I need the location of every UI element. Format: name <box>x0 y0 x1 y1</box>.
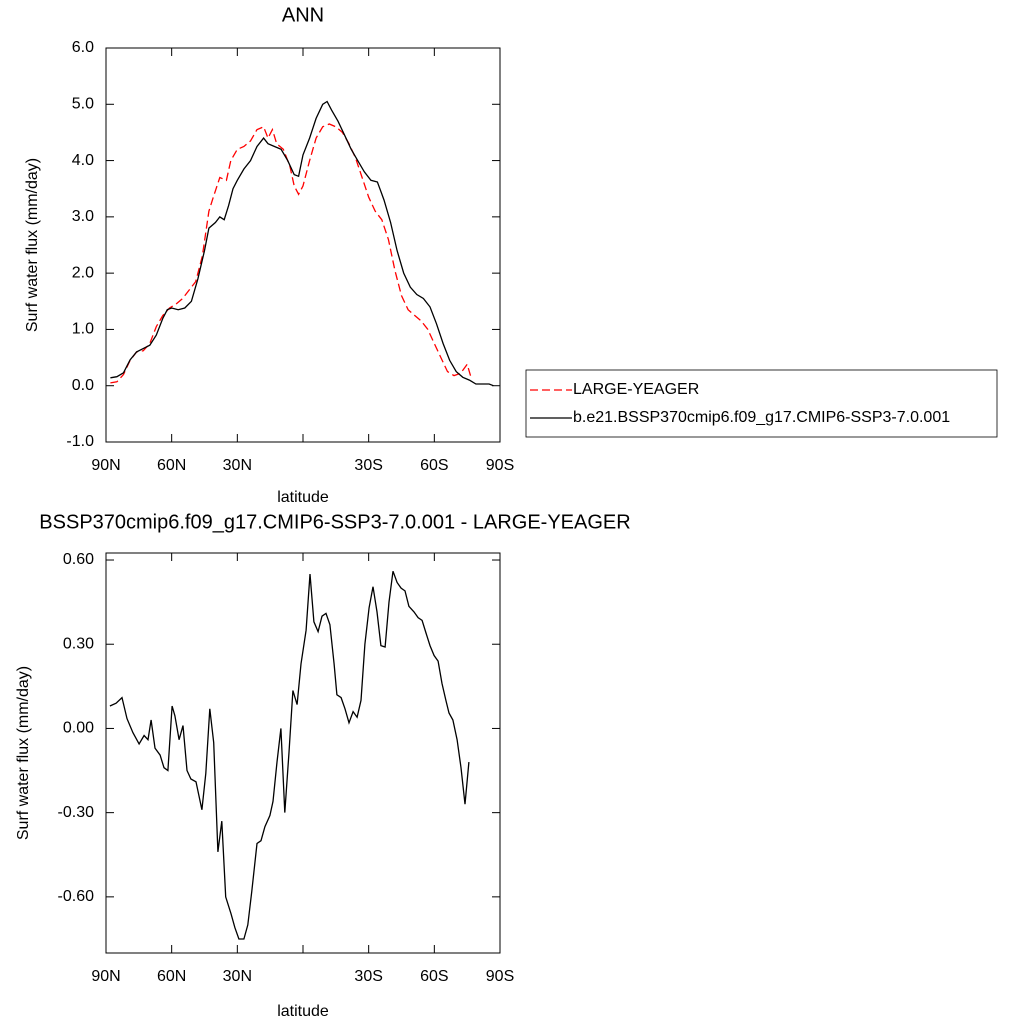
y-tick-label: 0.30 <box>63 635 94 652</box>
y-tick-label: 3.0 <box>72 208 94 225</box>
data-line <box>110 123 473 384</box>
y-tick-label: 6.0 <box>72 39 94 56</box>
y-tick-label: -0.30 <box>58 804 95 821</box>
legend-label: b.e21.BSSP370cmip6.f09_g17.CMIP6-SSP3-7.… <box>573 409 950 426</box>
y-tick-label: 2.0 <box>72 264 94 281</box>
chart-title: ANN <box>282 4 324 26</box>
y-tick-label: -1.0 <box>66 433 94 450</box>
y-tick-label: 5.0 <box>72 96 94 113</box>
chart-title: BSSP370cmip6.f09_g17.CMIP6-SSP3-7.0.001 … <box>39 511 630 533</box>
x-tick-label: 60N <box>157 457 186 474</box>
x-tick-label: 90S <box>486 968 514 985</box>
y-tick-label: -0.60 <box>58 888 95 905</box>
y-axis-label: Surf water flux (mm/day) <box>15 666 32 840</box>
legend-box <box>525 369 998 438</box>
x-tick-label: 30N <box>223 457 252 474</box>
data-line <box>110 100 494 387</box>
plot-frame <box>105 552 501 954</box>
plot-frame <box>105 47 501 443</box>
x-tick-label: 30N <box>223 968 252 985</box>
y-tick-label: 4.0 <box>72 152 94 169</box>
x-tick-label: 60N <box>157 968 186 985</box>
y-tick-label: 0.0 <box>72 377 94 394</box>
data-line <box>109 570 470 940</box>
x-tick-label: 90N <box>91 457 120 474</box>
x-tick-label: 30S <box>354 457 382 474</box>
x-tick-label: 90S <box>486 457 514 474</box>
y-tick-label: 1.0 <box>72 321 94 338</box>
y-tick-label: 0.00 <box>63 720 94 737</box>
legend-label: LARGE-YEAGER <box>573 381 699 398</box>
x-tick-label: 30S <box>354 968 382 985</box>
x-axis-label: latitude <box>277 1003 329 1020</box>
x-tick-label: 60S <box>420 968 448 985</box>
x-axis-label: latitude <box>277 489 329 506</box>
y-axis-label: Surf water flux (mm/day) <box>24 158 41 332</box>
x-tick-label: 90N <box>91 968 120 985</box>
x-tick-label: 60S <box>420 457 448 474</box>
y-tick-label: 0.60 <box>63 551 94 568</box>
